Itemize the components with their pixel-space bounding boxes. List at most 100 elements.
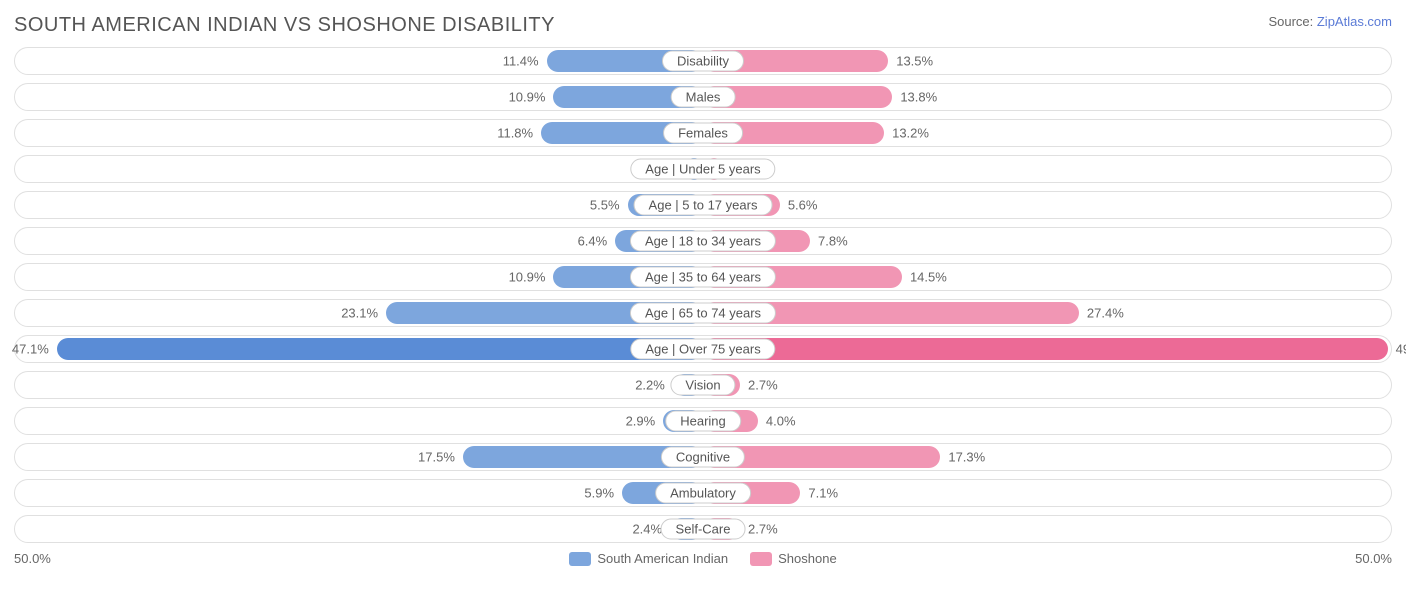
value-label-right: 2.7% <box>748 378 778 393</box>
value-label-left: 5.9% <box>584 486 614 501</box>
value-label-left: 5.5% <box>590 198 620 213</box>
legend: South American Indian Shoshone <box>569 551 836 566</box>
category-label: Ambulatory <box>655 483 751 504</box>
bar-half-left: 11.8% <box>17 122 703 144</box>
value-label-left: 6.4% <box>578 234 608 249</box>
value-label-left: 11.8% <box>497 126 533 141</box>
legend-item-right: Shoshone <box>750 551 837 566</box>
value-label-right: 7.8% <box>818 234 848 249</box>
value-label-right: 13.8% <box>900 90 937 105</box>
category-label: Males <box>671 87 736 108</box>
bar-left <box>57 338 703 360</box>
category-label: Females <box>663 123 743 144</box>
value-label-left: 2.9% <box>626 414 656 429</box>
chart-row: 6.4% 7.8% Age | 18 to 34 years <box>14 227 1392 255</box>
bar-half-right: 1.6% <box>703 158 1389 180</box>
chart-row: 1.3%1.6%Age | Under 5 years <box>14 155 1392 183</box>
value-label-right: 13.5% <box>896 54 933 69</box>
value-label-left: 23.1% <box>341 306 378 321</box>
legend-label-right: Shoshone <box>778 551 837 566</box>
value-label-right: 27.4% <box>1087 306 1124 321</box>
legend-item-left: South American Indian <box>569 551 728 566</box>
bar-half-right: 14.5% <box>703 266 1389 288</box>
bar-half-right: 2.7% <box>703 518 1389 540</box>
category-label: Self-Care <box>661 519 746 540</box>
value-label-left: 11.4% <box>503 54 539 69</box>
bar-half-left: 5.5% <box>17 194 703 216</box>
axis-row: 50.0% South American Indian Shoshone 50.… <box>14 551 1392 566</box>
value-label-right: 13.2% <box>892 126 929 141</box>
value-label-right: 5.6% <box>788 198 818 213</box>
chart-header: SOUTH AMERICAN INDIAN VS SHOSHONE DISABI… <box>14 14 1392 37</box>
bar-half-right: 13.5% <box>703 50 1389 72</box>
value-label-right: 17.3% <box>948 450 985 465</box>
value-label-left: 2.2% <box>635 378 665 393</box>
chart-row: 11.8% 13.2% Females <box>14 119 1392 147</box>
bar-half-left: 2.4% <box>17 518 703 540</box>
bar-half-left: 10.9% <box>17 266 703 288</box>
category-label: Age | 35 to 64 years <box>630 267 776 288</box>
chart-row: 5.9% 7.1% Ambulatory <box>14 479 1392 507</box>
bar-half-left: 5.9% <box>17 482 703 504</box>
chart-row: 2.2% 2.7% Vision <box>14 371 1392 399</box>
chart-source: Source: ZipAtlas.com <box>1268 14 1392 29</box>
bar-half-left: 17.5% <box>17 446 703 468</box>
category-label: Cognitive <box>661 447 745 468</box>
bar-half-right: 49.9% <box>703 338 1389 360</box>
legend-swatch-left <box>569 552 591 566</box>
bar-half-left: 10.9% <box>17 86 703 108</box>
bar-half-left: 2.2% <box>17 374 703 396</box>
chart-row: 2.9% 4.0% Hearing <box>14 407 1392 435</box>
bar-half-right: 13.2% <box>703 122 1389 144</box>
value-label-right: 14.5% <box>910 270 947 285</box>
legend-label-left: South American Indian <box>597 551 728 566</box>
category-label: Age | 18 to 34 years <box>630 231 776 252</box>
value-label-left: 17.5% <box>418 450 455 465</box>
value-label-left: 10.9% <box>509 270 546 285</box>
category-label: Age | Under 5 years <box>630 159 775 180</box>
legend-swatch-right <box>750 552 772 566</box>
chart-row: 2.4% 2.7%Self-Care <box>14 515 1392 543</box>
value-label-right: 7.1% <box>808 486 838 501</box>
axis-left-max: 50.0% <box>14 551 51 566</box>
bar-half-right: 2.7% <box>703 374 1389 396</box>
diverging-bar-chart: 11.4% 13.5% Disability 10.9% 13.8% Males 11.8%… <box>14 47 1392 543</box>
bar-half-right: 5.6% <box>703 194 1389 216</box>
bar-half-right: 13.8% <box>703 86 1389 108</box>
bar-half-right: 4.0% <box>703 410 1389 432</box>
value-label-right: 2.7% <box>748 522 778 537</box>
chart-row: 17.5% 17.3% Cognitive <box>14 443 1392 471</box>
chart-row: 10.9% 14.5% Age | 35 to 64 years <box>14 263 1392 291</box>
axis-right-max: 50.0% <box>1355 551 1392 566</box>
chart-row: 47.1%49.9%Age | Over 75 years <box>14 335 1392 363</box>
source-prefix: Source: <box>1268 14 1316 29</box>
chart-row: 23.1% 27.4% Age | 65 to 74 years <box>14 299 1392 327</box>
value-label-left: 47.1% <box>12 342 49 357</box>
category-label: Age | Over 75 years <box>630 339 775 360</box>
chart-row: 10.9% 13.8% Males <box>14 83 1392 111</box>
value-label-left: 10.9% <box>509 90 546 105</box>
bar-half-right: 7.8% <box>703 230 1389 252</box>
category-label: Age | 5 to 17 years <box>634 195 773 216</box>
chart-title: SOUTH AMERICAN INDIAN VS SHOSHONE DISABI… <box>14 14 555 37</box>
bar-half-left: 11.4% <box>17 50 703 72</box>
bar-half-left: 1.3% <box>17 158 703 180</box>
category-label: Hearing <box>665 411 741 432</box>
bar-half-left: 2.9% <box>17 410 703 432</box>
bar-half-right: 7.1% <box>703 482 1389 504</box>
value-label-right: 4.0% <box>766 414 796 429</box>
bar-half-left: 23.1% <box>17 302 703 324</box>
chart-row: 5.5% 5.6% Age | 5 to 17 years <box>14 191 1392 219</box>
bar-right <box>703 338 1388 360</box>
source-link[interactable]: ZipAtlas.com <box>1317 14 1392 29</box>
chart-row: 11.4% 13.5% Disability <box>14 47 1392 75</box>
category-label: Disability <box>662 51 744 72</box>
bar-half-right: 17.3% <box>703 446 1389 468</box>
category-label: Vision <box>670 375 735 396</box>
bar-half-left: 47.1% <box>17 338 703 360</box>
category-label: Age | 65 to 74 years <box>630 303 776 324</box>
value-label-right: 49.9% <box>1396 342 1406 357</box>
bar-half-left: 6.4% <box>17 230 703 252</box>
bar-half-right: 27.4% <box>703 302 1389 324</box>
value-label-left: 2.4% <box>632 522 662 537</box>
